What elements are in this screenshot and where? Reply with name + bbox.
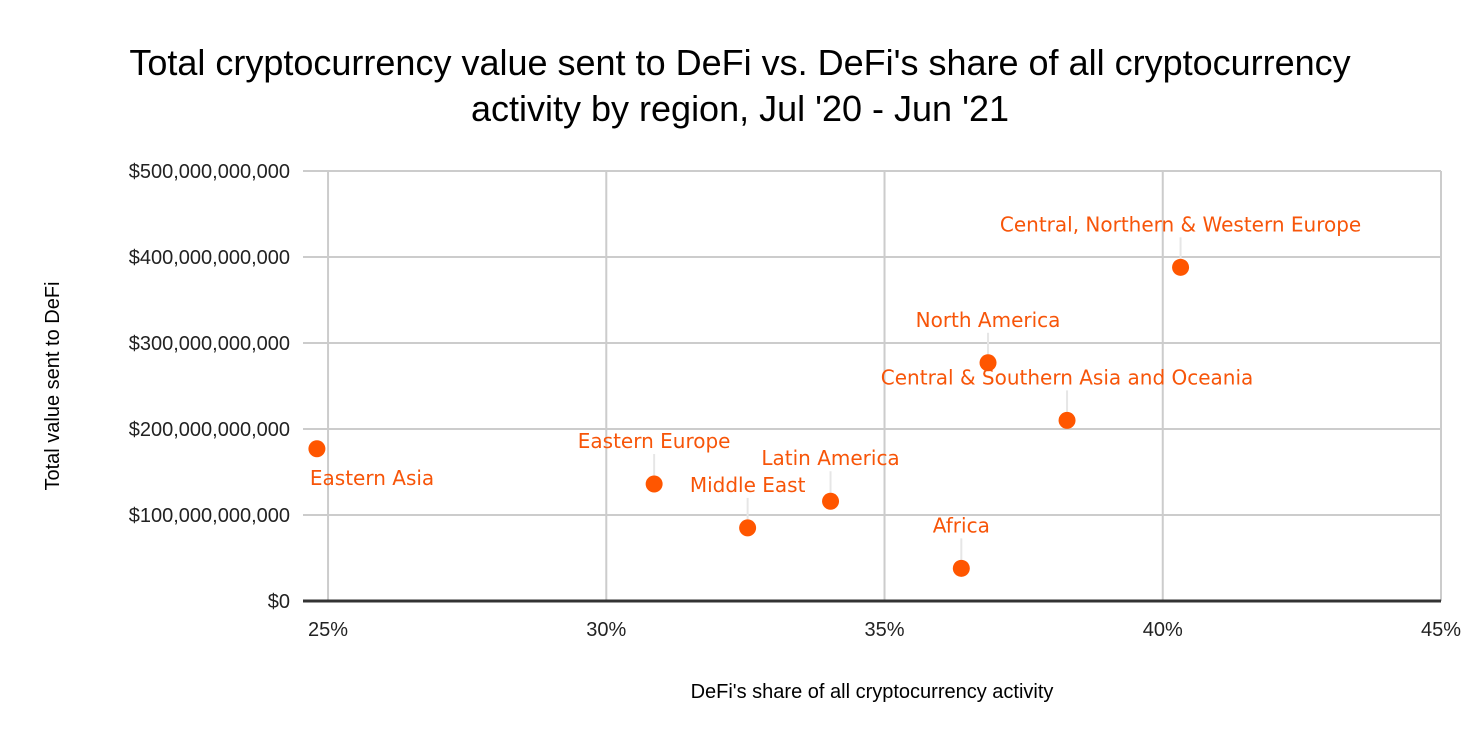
label-leaders [653,237,1182,561]
x-tick-label: 25% [308,619,348,641]
x-tick-label: 35% [865,619,905,641]
data-point[interactable] [739,519,757,537]
y-tick-label: $0 [268,591,290,613]
chart-title-line-2: activity by region, Jul '20 - Jun '21 [471,88,1009,129]
x-tick-label: 30% [586,619,626,641]
data-point[interactable] [1172,258,1190,276]
y-tick-label: $400,000,000,000 [129,247,290,269]
point-label: Central & Southern Asia and Oceania [881,365,1254,389]
data-point[interactable] [308,440,326,458]
y-tick-label: $100,000,000,000 [129,505,290,527]
y-tick-label: $300,000,000,000 [129,333,290,355]
point-label: Eastern Asia [310,466,434,490]
y-tick-label: $200,000,000,000 [129,419,290,441]
gridlines [303,170,1442,601]
data-points [308,258,1190,577]
x-tick-label: 40% [1143,619,1183,641]
point-label: North America [916,308,1061,332]
point-label: Eastern Europe [578,429,731,453]
axes: $0 $100,000,000,000 $200,000,000,000 $300,0… [129,161,1462,641]
y-axis-title: Total value sent to DeFi [42,282,64,491]
data-point[interactable] [1058,411,1076,429]
x-tick-label: 45% [1421,619,1461,641]
x-axis-title: DeFi's share of all cryptocurrency activ… [691,681,1054,703]
point-label: Middle East [690,473,806,497]
y-tick-label: $500,000,000,000 [129,161,290,183]
point-label: Central, Northern & Western Europe [1000,212,1361,236]
data-point[interactable] [952,559,970,577]
data-point[interactable] [645,475,663,493]
point-label: Africa [933,513,990,537]
data-point[interactable] [822,492,840,510]
point-labels: Eastern Asia Eastern Europe Middle East Lat… [310,212,1361,537]
data-point[interactable] [979,354,997,372]
chart-title-line-1: Total cryptocurrency value sent to DeFi … [129,42,1350,83]
point-label: Latin America [761,446,899,470]
